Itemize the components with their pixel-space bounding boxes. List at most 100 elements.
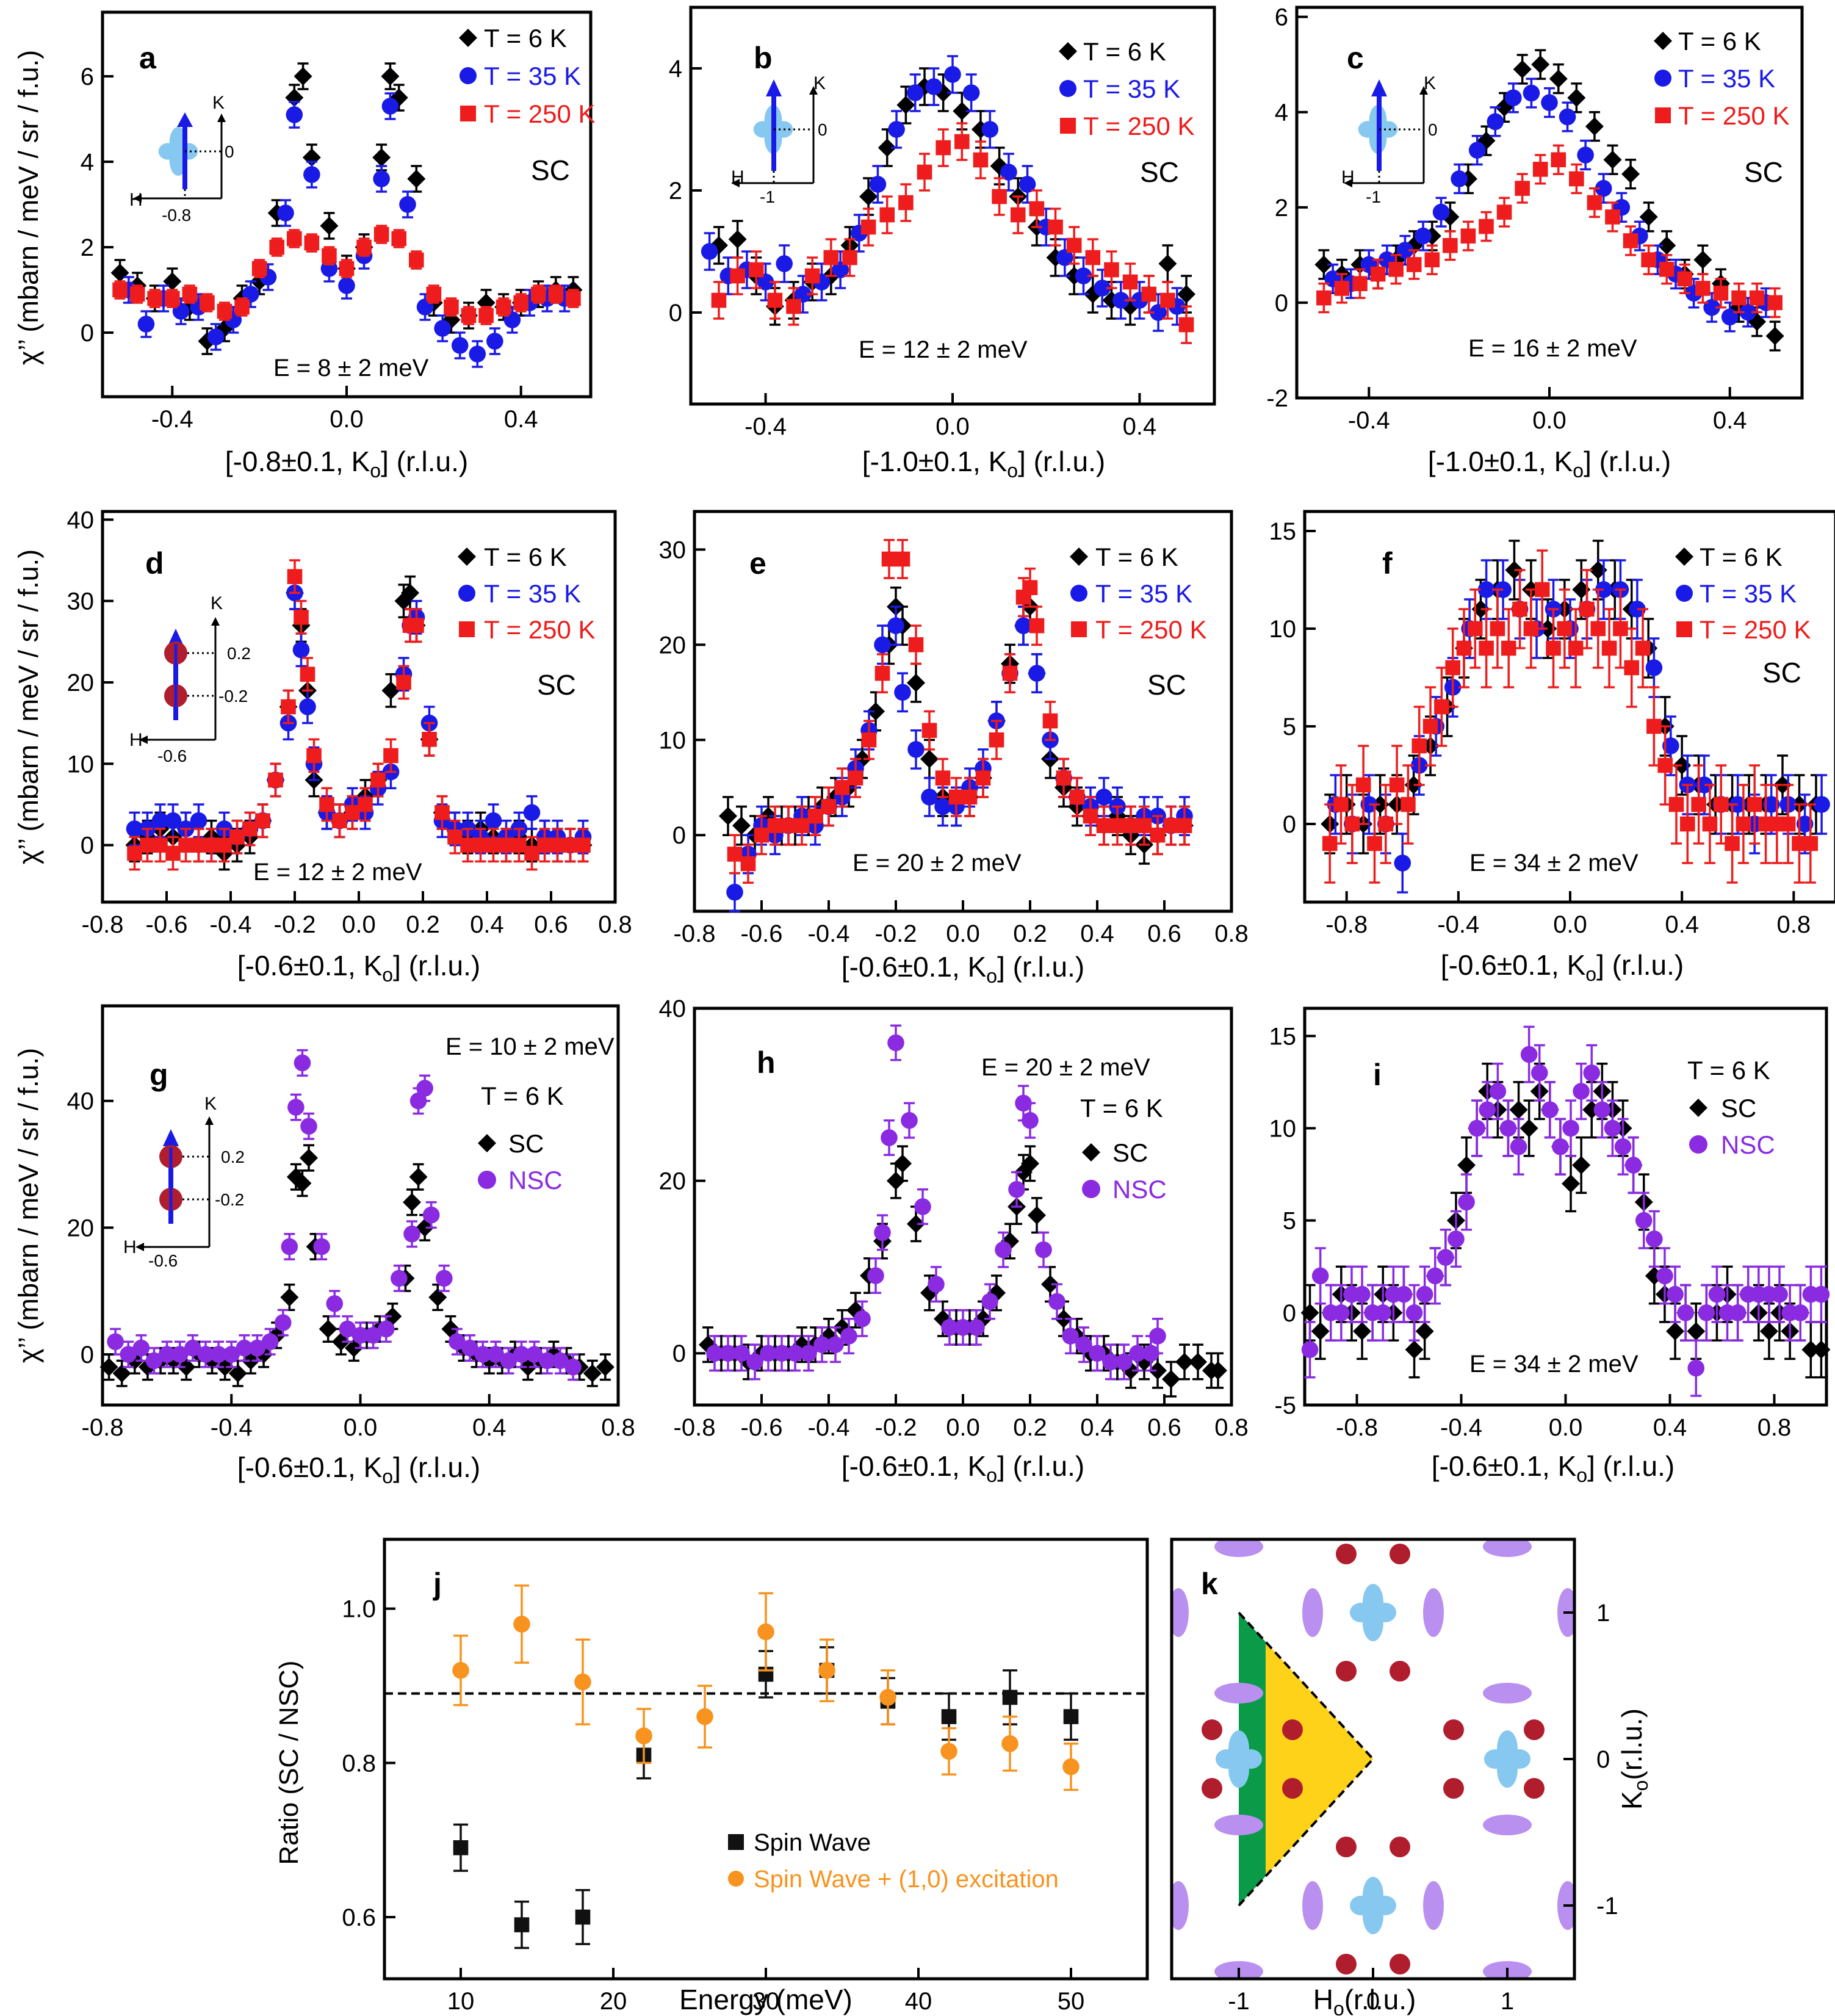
legend-marker-diamond (1070, 547, 1088, 566)
data-point-square (255, 813, 270, 828)
data-point-square (478, 308, 494, 323)
series-t-250-k (1316, 144, 1783, 319)
data-point-diamond (1314, 255, 1333, 274)
map-dot (1336, 1954, 1357, 1974)
energy-label: E = 16 ± 2 meV (1468, 335, 1637, 362)
legend-label-sc: SC (508, 1129, 544, 1158)
h-arrowhead (135, 1243, 144, 1251)
data-point-square (370, 772, 386, 788)
data-point-diamond (1812, 1340, 1831, 1359)
legend-label-nsc: NSC (1112, 1175, 1167, 1204)
y-tick-label: 15 (1269, 518, 1297, 545)
kp-label: 0.2 (221, 1147, 245, 1166)
y-tick-label: 0 (1275, 290, 1288, 317)
data-point-circle (377, 1320, 395, 1338)
legend-label-250k: T = 250 K (1083, 112, 1195, 140)
k-label: K (1424, 73, 1436, 93)
data-point-square (408, 252, 424, 268)
map-dot (1336, 1661, 1357, 1682)
panel-k: -1 0 1 -1 0 1 k Ho(r.l.u.) Ko(r.l.u.) (1170, 1537, 1652, 2016)
data-point-circle (197, 1346, 214, 1363)
data-point-square (1389, 777, 1405, 793)
data-point-circle (281, 1238, 298, 1255)
x-axis-label: [-0.6±0.1, Ko] (r.l.u.) (1441, 949, 1684, 985)
data-point-circle (1415, 227, 1432, 245)
y-tick-label: 2 (81, 234, 94, 261)
kp-label: 0.2 (227, 644, 251, 663)
data-point-diamond (1639, 208, 1658, 226)
x-tick-label: -0.8 (674, 920, 716, 947)
cross-icon (1350, 1584, 1396, 1641)
data-point-circle (1489, 1083, 1507, 1100)
data-point-circle (1451, 170, 1468, 187)
legend-marker-diamond (1059, 42, 1077, 60)
data-point-square (322, 248, 337, 264)
legend-marker-diamond (458, 547, 476, 566)
h-label: H (1341, 167, 1355, 187)
data-point-diamond (228, 1364, 247, 1383)
data-point-circle (1541, 94, 1558, 111)
x-tick-label: 0.8 (601, 1414, 635, 1441)
y-tick-label: 40 (67, 507, 95, 533)
legend: T = 6 K T = 35 K T = 250 K (1070, 543, 1207, 644)
data-point-circle (485, 812, 502, 829)
data-point-circle (1559, 108, 1576, 126)
sc-label: SC (537, 669, 576, 701)
ellipse-horizontal (1214, 1539, 1263, 1557)
data-point-square (1322, 836, 1338, 851)
data-point-square (1422, 718, 1438, 734)
data-point-circle (486, 333, 503, 350)
data-point-square (566, 291, 581, 306)
x-tick-label: 0.4 (1713, 407, 1747, 434)
data-point-circle (286, 106, 303, 123)
data-point-square (861, 732, 877, 748)
k-arrowhead (809, 86, 818, 95)
data-point-circle (1395, 1285, 1413, 1303)
data-point-diamond (1415, 1322, 1434, 1341)
data-point-circle (1015, 617, 1032, 634)
y-tick-label: 10 (67, 751, 95, 778)
data-point-circle (399, 196, 416, 213)
data-point-diamond (372, 148, 391, 167)
data-point-diamond (300, 1149, 318, 1168)
data-point-circle (434, 320, 451, 337)
data-point-circle (1677, 1304, 1694, 1321)
data-point-diamond (1520, 1119, 1538, 1138)
data-point-square (112, 282, 128, 298)
data-point-square (1029, 201, 1045, 217)
inset-diagram: K H 0 -0.8 (129, 93, 234, 225)
x-axis-label: Energy (meV) (679, 1984, 853, 2015)
k-arrowhead (205, 1116, 214, 1125)
h-arrowhead (139, 735, 148, 744)
data-point-circle (1562, 1119, 1579, 1137)
data-point-circle (1008, 1180, 1025, 1198)
x-tick-label: -0.8 (1325, 911, 1368, 938)
data-point-square (1557, 621, 1573, 637)
data-point-square (1695, 281, 1711, 296)
x-tick-label: 0.0 (946, 1414, 980, 1441)
x-axis-label: [-1.0±0.1, Ko] (r.l.u.) (1428, 446, 1671, 482)
x-tick-label: 0.8 (1757, 1414, 1792, 1441)
data-point-circle (1721, 308, 1739, 326)
k-label: K (813, 73, 826, 93)
energy-label: E = 20 ± 2 meV (853, 850, 1022, 876)
series-t-250-k (112, 225, 581, 325)
data-point-circle (151, 812, 169, 829)
data-point-circle (757, 1623, 774, 1641)
data-point-circle (1479, 1101, 1496, 1119)
data-point-circle (525, 1346, 543, 1363)
data-point-square (1713, 797, 1729, 812)
panel-e: -0.8 -0.6 -0.4 -0.2 0.0 0.2 0.4 0.6 0.8 0 10 20 30 e… (659, 510, 1249, 987)
data-point-circle (1018, 176, 1036, 193)
inset-diagram: K H 0 -1 (731, 73, 827, 206)
data-point-square (1623, 233, 1639, 248)
legend-label-35k: T = 35 K (1678, 64, 1775, 93)
plot-area (701, 55, 1196, 344)
legend-marker-square (459, 621, 475, 637)
legend-label-6k: T = 6 K (484, 543, 567, 571)
data-point-diamond (732, 816, 751, 835)
data-point-square (1104, 262, 1119, 278)
data-point-square (1123, 818, 1139, 833)
data-point-circle (746, 1353, 763, 1371)
data-point-square (513, 295, 529, 311)
